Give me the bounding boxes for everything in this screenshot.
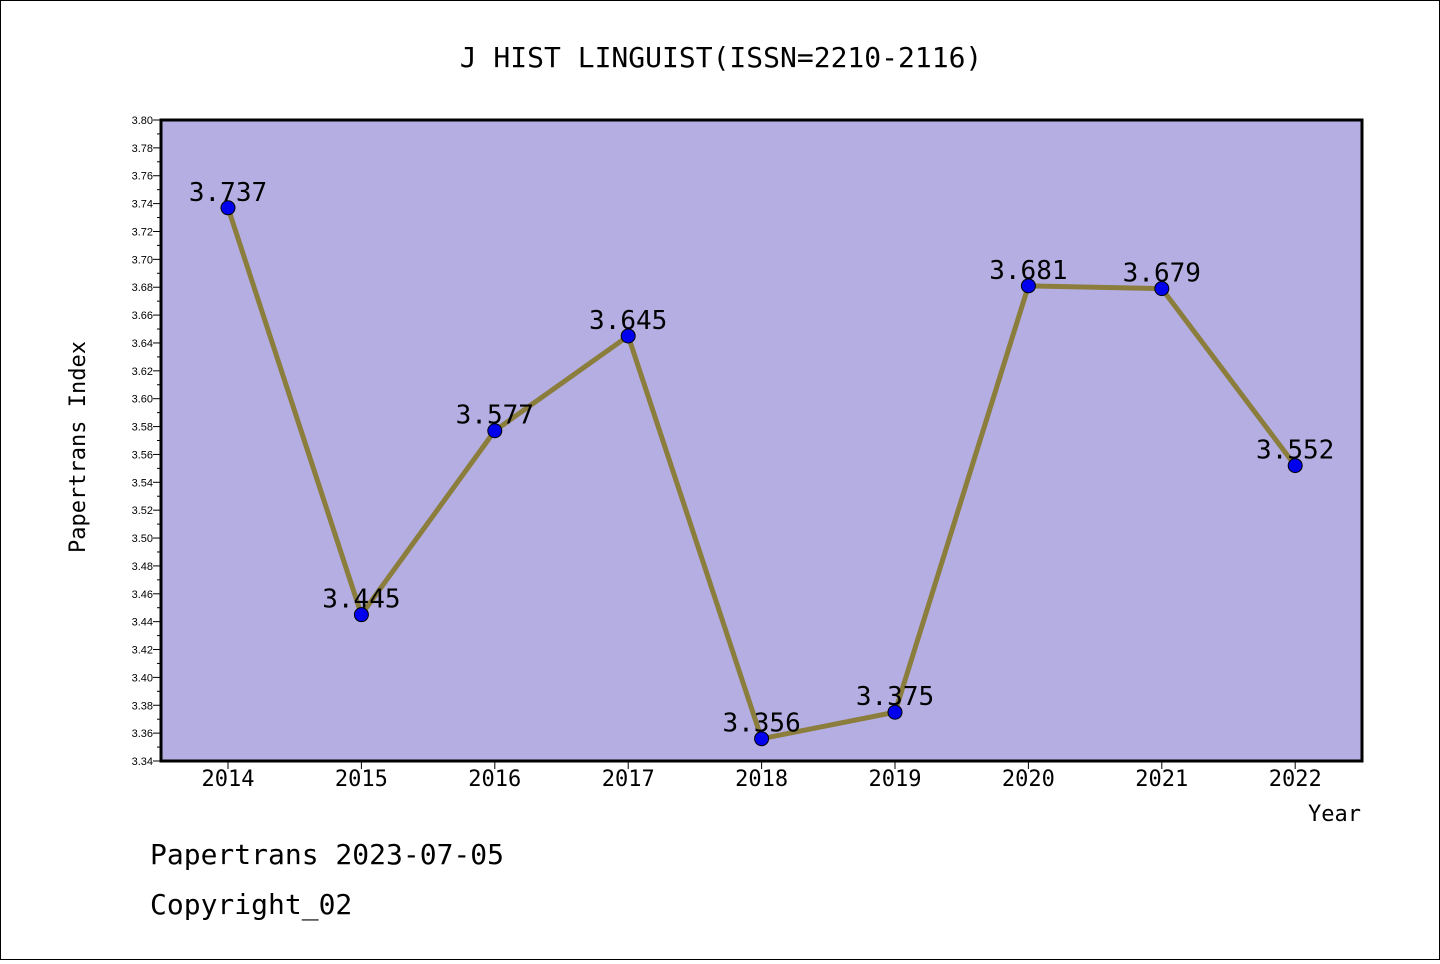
data-labels: 3.737 3.445 3.577 3.645 3.356 3.375 3.681 3.679…	[189, 178, 1334, 739]
y-tick-label: 3.72	[132, 226, 153, 238]
y-tick-label: 3.52	[132, 505, 153, 517]
data-point	[620, 328, 636, 344]
y-tick-label: 3.78	[132, 143, 153, 155]
data-point	[1020, 278, 1036, 294]
data-label: 3.356	[722, 709, 800, 739]
y-tick-label: 3.80	[132, 115, 153, 127]
x-tick-label: 2019	[869, 767, 922, 792]
data-label: 3.737	[189, 178, 267, 208]
y-tick-label: 3.60	[132, 394, 153, 406]
data-label: 3.445	[322, 585, 400, 615]
y-tick-label: 3.70	[132, 254, 153, 266]
y-tick-label: 3.58	[132, 422, 153, 434]
x-tick-label: 2018	[735, 767, 788, 792]
y-tick-label: 3.68	[132, 282, 153, 294]
x-axis-label: Year	[1308, 802, 1361, 827]
y-tick-label: 3.40	[132, 672, 153, 684]
x-tick-label: 2017	[602, 767, 655, 792]
y-tick-label: 3.38	[132, 700, 153, 712]
data-point	[754, 731, 770, 747]
y-axis: 3.34 3.36 3.38 3.40 3.42 3.44 3.46 3.48 3.50 3.52…	[132, 115, 161, 768]
y-tick-label: 3.42	[132, 645, 153, 657]
y-tick-label: 3.66	[132, 310, 153, 322]
data-point	[487, 423, 503, 439]
y-tick-label: 3.56	[132, 449, 153, 461]
x-tick-label: 2015	[335, 767, 388, 792]
y-tick-label: 3.76	[132, 171, 153, 183]
y-tick-label: 3.50	[132, 533, 153, 545]
data-label: 3.577	[456, 401, 534, 431]
x-tick-label: 2021	[1135, 767, 1188, 792]
y-tick-label: 3.34	[132, 756, 153, 768]
data-label: 3.645	[589, 306, 667, 336]
x-tick-label: 2022	[1269, 767, 1322, 792]
data-label: 3.375	[856, 682, 934, 712]
data-point	[887, 704, 903, 720]
y-tick-label: 3.48	[132, 561, 153, 573]
plot-area	[159, 118, 1364, 763]
y-tick-label: 3.62	[132, 366, 153, 378]
data-point	[220, 200, 236, 216]
data-markers	[220, 200, 1303, 747]
y-tick-label: 3.46	[132, 589, 153, 601]
y-tick-label: 3.74	[132, 199, 153, 211]
data-label: 3.552	[1256, 436, 1334, 466]
y-tick-label: 3.44	[132, 617, 153, 629]
data-point	[353, 607, 369, 623]
data-point	[1154, 281, 1170, 297]
data-point	[1287, 458, 1303, 474]
x-axis: 2014 2015 2016 2017 2018 2019 2020 2021 2022	[202, 761, 1322, 792]
y-tick-label: 3.36	[132, 728, 153, 740]
x-tick-label: 2016	[468, 767, 521, 792]
x-tick-label: 2020	[1002, 767, 1055, 792]
footer-copyright: Copyright_02	[150, 888, 352, 922]
data-label: 3.681	[989, 256, 1067, 286]
chart-title: J HIST LINGUIST(ISSN=2210-2116)	[460, 41, 983, 74]
y-tick-label: 3.54	[132, 477, 153, 489]
y-tick-label: 3.64	[132, 338, 153, 350]
footer-date: Papertrans 2023-07-05	[150, 838, 504, 871]
x-tick-label: 2014	[202, 767, 255, 792]
y-axis-label: Papertrans Index	[66, 341, 91, 553]
data-label: 3.679	[1123, 259, 1201, 289]
